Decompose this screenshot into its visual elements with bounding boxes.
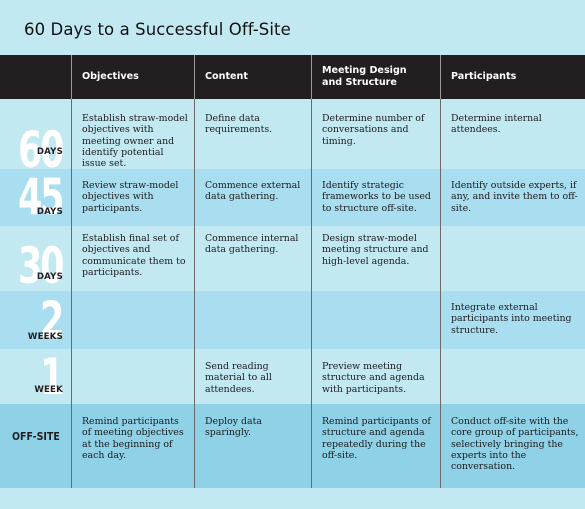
timeline-row-45-days: 45 DAYS Review straw-model objectives wi… bbox=[0, 169, 585, 226]
cell-participants: Conduct off-site with the core group of … bbox=[451, 416, 579, 473]
cell-objectives: Establish final set of objectives and co… bbox=[82, 233, 186, 278]
header-divider bbox=[311, 55, 312, 99]
timeline-row-1-week: 1 WEEK Send reading material to all atte… bbox=[0, 349, 585, 404]
cell-content: Send reading material to all attendees. bbox=[205, 361, 272, 395]
cell-meeting-design: Determine number of conversations and ti… bbox=[322, 113, 425, 147]
row-number: 1 bbox=[40, 348, 64, 406]
cell-objectives: Establish straw-model objectives with me… bbox=[82, 113, 188, 170]
cell-participants: Determine internal attendees. bbox=[451, 113, 542, 136]
cell-meeting-design: Design straw-model meeting structure and… bbox=[322, 233, 429, 267]
row-number: 45 bbox=[18, 168, 64, 226]
cell-participants: Identify outside experts, if any, and in… bbox=[451, 180, 578, 214]
timeline-row-60-days: 60 DAYS Establish straw-model objectives… bbox=[0, 99, 585, 175]
cell-objectives: Remind participants of meeting objective… bbox=[82, 416, 184, 461]
cell-content: Commence internal data gathering. bbox=[205, 233, 299, 256]
row-unit: WEEK bbox=[34, 385, 63, 395]
timeline-row-2-weeks: 2 WEEKS Integrate external participants … bbox=[0, 291, 585, 349]
row-unit: DAYS bbox=[36, 207, 63, 217]
header-divider bbox=[71, 55, 72, 99]
column-header-participants: Participants bbox=[451, 71, 517, 82]
cell-content: Deploy data sparingly. bbox=[205, 416, 262, 439]
column-divider bbox=[71, 99, 72, 488]
timeline-row-30-days: 30 DAYS Establish final set of objective… bbox=[0, 226, 585, 291]
column-divider bbox=[194, 99, 195, 488]
row-number: 2 bbox=[40, 291, 64, 349]
column-header-content: Content bbox=[205, 71, 248, 82]
row-unit: DAYS bbox=[36, 272, 63, 282]
cell-participants: Integrate external participants into mee… bbox=[451, 302, 572, 336]
cell-meeting-design: Identify strategic frameworks to be used… bbox=[322, 180, 431, 214]
column-divider bbox=[440, 99, 441, 488]
cell-content: Define data requirements. bbox=[205, 113, 273, 136]
cell-objectives: Review straw-model objectives with parti… bbox=[82, 180, 179, 214]
header-divider bbox=[194, 55, 195, 99]
timeline-row-off-site: OFF-SITE Remind participants of meeting … bbox=[0, 404, 585, 488]
cell-meeting-design: Remind participants of structure and age… bbox=[322, 416, 431, 461]
row-number: 30 bbox=[18, 237, 64, 295]
cell-content: Commence external data gathering. bbox=[205, 180, 301, 203]
row-unit: DAYS bbox=[36, 147, 63, 157]
row-label-off-site: OFF-SITE bbox=[12, 431, 60, 443]
column-header-meeting-design: Meeting Design and Structure bbox=[322, 65, 407, 88]
header-divider bbox=[440, 55, 441, 99]
cell-meeting-design: Preview meeting structure and agenda wit… bbox=[322, 361, 425, 395]
row-unit: WEEKS bbox=[27, 332, 63, 342]
row-number: 60 bbox=[18, 121, 64, 179]
page-title: 60 Days to a Successful Off-Site bbox=[24, 20, 291, 39]
column-header-objectives: Objectives bbox=[82, 71, 139, 82]
column-divider bbox=[311, 99, 312, 488]
table-header: Objectives Content Meeting Design and St… bbox=[0, 55, 585, 99]
